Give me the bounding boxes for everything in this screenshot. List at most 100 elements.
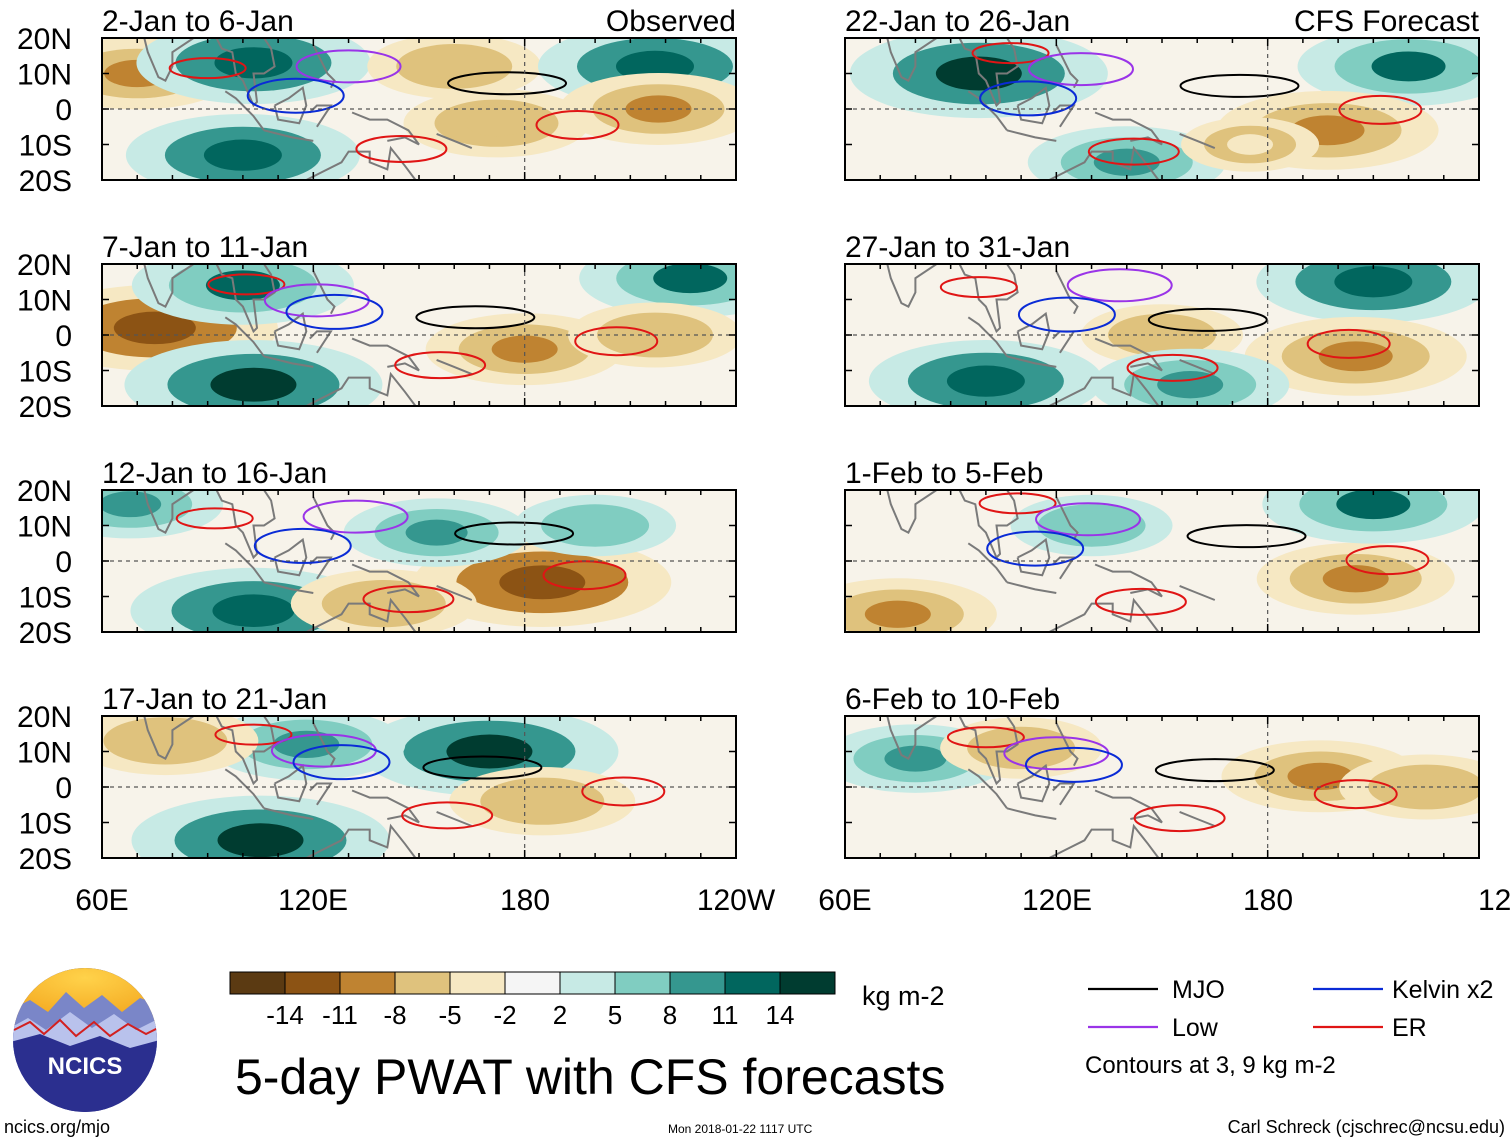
pwat-anomaly-core [994,736,1049,760]
pwat-anomaly-core [446,734,533,769]
pwat-anomaly-core [653,264,728,294]
legend-label-kelvin: Kelvin x2 [1392,976,1493,1004]
coastline [967,316,1008,357]
coastline [436,358,473,376]
contour-line [535,109,620,140]
pwat-anomaly-core [1336,490,1411,520]
pwat-anomaly-core [1397,774,1456,800]
pwat-anomaly-core [1093,148,1160,176]
pwat-anomaly-core [625,95,692,123]
contour-line [1126,353,1219,382]
contour-line [979,80,1078,117]
pwat-anomaly-core [1318,341,1393,372]
coastline [436,810,473,827]
contour-line [978,492,1057,515]
colorbar-swatch [504,971,561,995]
panel-period: 1-Feb to 5-Feb [845,457,1043,490]
colorbar-swatch [394,971,451,995]
colorbar-label: -11 [322,1000,358,1030]
contour-line [214,723,293,746]
pwat-anomaly-core [511,788,574,815]
y-tick-label: 10S [19,808,72,841]
contour-line [1035,502,1142,537]
coastline [1047,371,1160,406]
pwat-anomaly-core [134,727,197,754]
coastline [885,716,939,760]
coastline [958,490,1019,560]
coastline [1047,597,1160,632]
contour-line [1345,545,1430,576]
panel-period: 12-Jan to 16-Jan [102,457,327,490]
y-tick-label: 20N [17,249,72,282]
coastline [885,264,939,308]
legend-label-er: ER [1392,1014,1427,1042]
logo-text: NCICS [48,1053,123,1080]
pwat-anomaly-core [1157,371,1224,399]
coastline [304,823,417,858]
contour-line [168,57,247,80]
colorbar-swatch [229,971,286,995]
coastline [312,270,336,315]
coastline [304,371,417,406]
legend-label-low: Low [1172,1014,1219,1042]
contour-line [574,326,659,357]
contour-line [415,305,536,330]
y-tick-label: 20N [17,701,72,734]
y-tick-label: 0 [55,320,72,353]
map-panel: 27-Jan to 31-Jan [844,231,1480,407]
coastline [142,264,196,308]
x-axis-labels-right: 60E 120E 180 120W [818,884,1510,917]
x-tick-label: 120E [1022,884,1092,917]
pwat-anomaly-core [405,519,468,546]
pwat-anomaly-core [210,367,297,402]
pwat-anomaly-core [1064,513,1119,538]
y-tick-label: 10N [17,511,72,544]
coastline [1047,823,1160,858]
map-panel: 1-Feb to 5-Feb [844,457,1480,633]
y-tick-label: 10N [17,285,72,318]
coastline [967,768,1008,809]
panel-period: 6-Feb to 10-Feb [845,683,1060,716]
y-tick-label: 20S [19,391,72,424]
pwat-anomaly-core [1322,565,1389,593]
colorbar-label: 5 [608,1000,622,1030]
colorbar-label: -8 [383,1000,406,1030]
x-axis-labels-left: 60E 120E 180 120W [75,884,776,917]
coastline [224,316,265,357]
contour-line [285,293,384,330]
map-panel: 6-Feb to 10-Feb [844,683,1480,859]
y-tick-label: 20N [17,23,72,56]
coastline [1016,763,1051,803]
coastline [312,722,336,767]
coastline [1055,270,1079,315]
coastline [215,264,276,334]
x-tick-label: 120E [278,884,348,917]
pwat-anomaly-core [946,365,1025,397]
contour-line [1179,73,1300,98]
contour-line [447,71,568,96]
panel-source-tag: CFS Forecast [1294,5,1480,38]
y-tick-label: 20S [19,843,72,876]
coastline [304,145,417,180]
coastline [1179,132,1216,150]
x-tick-label: 180 [500,884,550,917]
panel-period: 17-Jan to 21-Jan [102,683,327,716]
contour-line [302,499,409,534]
y-tick-label: 0 [55,772,72,805]
contour-line [1147,307,1268,332]
contour-line [175,507,254,530]
coastline [1006,355,1057,368]
footer-credit: Carl Schreck (cjschrec@ncsu.edu) [1228,1117,1505,1137]
pwat-anomaly-core [491,335,558,363]
y-tick-label: 0 [55,94,72,127]
pwat-anomaly-core [465,110,528,137]
coastline [958,38,1019,108]
contour-line [1094,587,1187,616]
map-panel: 22-Jan to 26-Jan CFS Forecast [844,5,1480,181]
contour-line [253,527,352,564]
panel-source-tag: Observed [606,5,736,38]
pwat-anomaly-core [425,54,484,79]
contour-line [1306,328,1391,359]
